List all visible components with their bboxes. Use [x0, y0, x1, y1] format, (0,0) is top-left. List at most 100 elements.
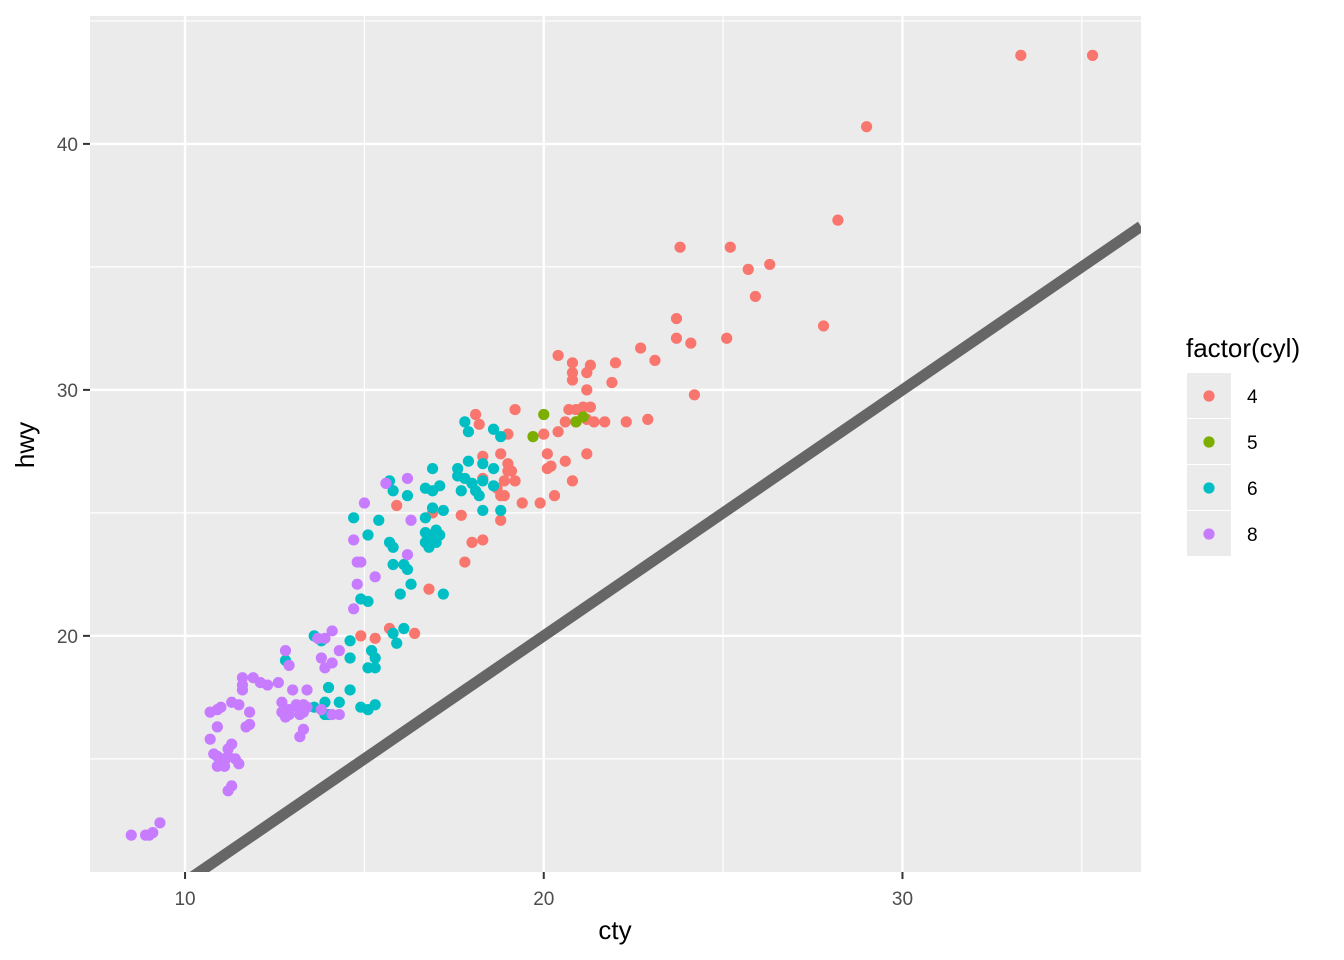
data-point-cyl-4	[473, 418, 485, 430]
data-point-cyl-8	[301, 684, 313, 696]
data-point-cyl-4	[749, 290, 761, 303]
data-point-cyl-8	[218, 760, 231, 772]
data-point-cyl-4	[1086, 49, 1099, 61]
legend-symbol-5	[1203, 436, 1215, 448]
data-point-cyl-4	[674, 241, 686, 253]
legend-symbol-4	[1203, 390, 1215, 402]
data-point-cyl-6	[462, 426, 475, 438]
data-point-cyl-6	[401, 563, 414, 576]
data-point-cyl-8	[272, 676, 284, 689]
data-point-cyl-4	[495, 448, 507, 460]
data-point-cyl-4	[721, 332, 733, 344]
y-tick-label: 20	[57, 627, 78, 648]
x-tick-label: 30	[892, 889, 913, 910]
data-point-cyl-8	[319, 632, 331, 644]
y-axis-title: hwy	[10, 422, 40, 468]
data-point-cyl-6	[437, 504, 449, 517]
data-point-cyl-6	[473, 490, 485, 502]
data-point-cyl-6	[401, 490, 414, 502]
data-point-cyl-6	[322, 681, 335, 694]
major-gridlines	[90, 16, 1141, 872]
data-point-cyl-5	[527, 431, 539, 443]
plot-panel	[90, 16, 1141, 872]
data-point-cyl-4	[588, 416, 600, 428]
data-point-cyl-6	[369, 699, 381, 711]
data-point-cyl-8	[147, 827, 159, 839]
data-point-cyl-6	[369, 662, 381, 674]
data-point-cyl-8	[276, 696, 288, 708]
data-point-cyl-6	[344, 635, 356, 647]
data-point-cyl-8	[297, 706, 310, 718]
data-point-cyl-4	[860, 121, 873, 133]
data-point-cyl-8	[279, 645, 292, 657]
reference-line	[189, 221, 1141, 872]
data-point-cyl-4	[570, 403, 582, 416]
data-point-cyl-6	[487, 480, 500, 492]
data-point-cyl-6	[437, 588, 449, 600]
data-point-cyl-6	[455, 485, 467, 497]
data-point-cyl-6	[391, 637, 403, 649]
data-point-cyl-6	[348, 512, 360, 524]
data-point-cyl-8	[315, 704, 327, 716]
data-point-cyl-8	[351, 578, 363, 590]
data-point-cyl-4	[355, 630, 367, 642]
data-point-cyl-8	[287, 684, 299, 696]
data-point-cyl-4	[534, 497, 546, 509]
data-point-cyl-4	[742, 263, 754, 275]
data-point-cyl-8	[351, 556, 363, 568]
data-point-cyl-4	[817, 320, 830, 332]
data-point-cyl-6	[419, 512, 431, 524]
data-point-cyl-8	[215, 701, 227, 713]
data-point-cyl-4	[764, 258, 776, 271]
data-point-cyl-8	[283, 659, 295, 671]
data-point-cyl-4	[724, 241, 736, 253]
data-point-cyl-4	[620, 416, 632, 428]
legend-symbol-8	[1203, 528, 1215, 540]
data-point-cyl-8	[294, 731, 306, 743]
data-point-cyl-4	[599, 416, 611, 428]
data-point-cyl-4	[642, 413, 654, 426]
data-point-cyl-4	[832, 214, 844, 226]
legend-label: 8	[1247, 525, 1258, 546]
data-point-cyl-6	[459, 416, 471, 428]
data-point-cyl-4	[552, 349, 564, 362]
data-point-cyl-4	[541, 448, 553, 460]
data-point-cyl-6	[333, 696, 345, 708]
data-point-cyl-4	[559, 455, 571, 467]
x-tick-label: 10	[174, 889, 195, 910]
data-point-cyl-6	[487, 423, 500, 435]
data-point-cyl-8	[401, 549, 414, 561]
data-point-cyl-8	[333, 708, 345, 721]
data-point-cyl-8	[405, 514, 417, 526]
data-point-cyl-8	[233, 699, 245, 711]
data-point-cyl-8	[348, 534, 360, 546]
data-point-cyl-4	[466, 536, 478, 548]
data-point-cyl-4	[606, 376, 618, 389]
data-point-cyl-6	[477, 475, 489, 487]
data-point-cyl-6	[398, 622, 410, 635]
data-point-cyl-8	[358, 497, 371, 509]
data-point-cyl-5	[538, 408, 550, 421]
data-point-cyl-6	[434, 480, 446, 492]
data-point-cyl-8	[380, 477, 392, 489]
data-point-cyl-8	[222, 743, 234, 755]
data-point-cyl-8	[240, 721, 252, 733]
data-point-cyl-6	[495, 504, 507, 517]
data-point-cyl-4	[581, 448, 593, 460]
data-point-cyl-4	[495, 514, 507, 526]
data-point-cyl-4	[541, 462, 553, 475]
data-point-cyl-6	[487, 462, 500, 475]
legend: factor(cyl) 4 5 6 8	[1186, 333, 1300, 556]
data-point-cyl-6	[387, 541, 399, 553]
data-point-cyl-8	[211, 721, 223, 733]
data-point-cyl-6	[387, 558, 399, 571]
data-point-cyl-8	[315, 652, 327, 664]
data-point-cyl-6	[405, 578, 417, 590]
data-point-cyl-4	[566, 475, 579, 487]
legend-title: factor(cyl)	[1186, 333, 1300, 363]
data-point-cyl-4	[670, 312, 683, 325]
data-point-cyl-6	[344, 684, 356, 696]
data-point-cyl-6	[426, 462, 439, 475]
data-point-cyl-4	[566, 374, 579, 386]
data-point-cyl-4	[685, 337, 697, 349]
